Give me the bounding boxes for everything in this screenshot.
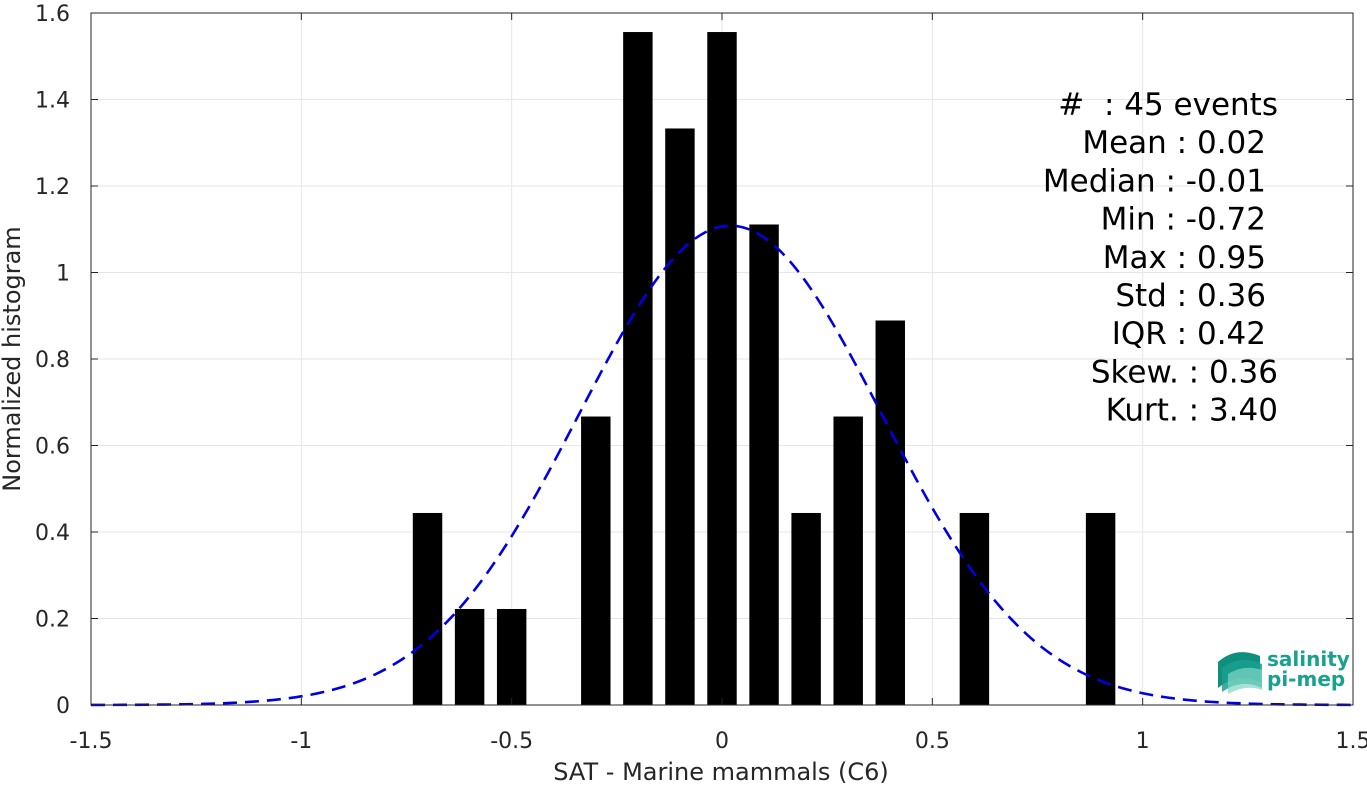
histogram-bar — [875, 320, 905, 705]
histogram-bar — [454, 608, 485, 705]
histogram-bar — [581, 416, 611, 705]
y-tick-label: 1.6 — [35, 2, 70, 27]
histogram-bar — [749, 224, 779, 705]
logo-line1: salinity — [1267, 647, 1350, 671]
y-tick-label: 0.6 — [35, 435, 70, 460]
stat-line: Mean : 0.02 — [1082, 125, 1266, 161]
x-axis-label: SAT - Marine mammals (C6) — [553, 758, 888, 785]
x-tick-label: 0 — [715, 729, 729, 754]
histogram-bars — [412, 32, 1116, 706]
y-tick-label: 0.2 — [35, 608, 70, 633]
y-tick-labels: 0 0.2 0.4 0.6 0.8 1 1.2 1.4 1.6 — [35, 2, 70, 719]
stat-line: Median : -0.01 — [1043, 163, 1266, 199]
x-tick-label: 1 — [1136, 729, 1150, 754]
x-tick-labels: -1.5 -1 -0.5 0 0.5 1 1.5 — [70, 729, 1367, 754]
stat-line: # : 45 events — [1058, 87, 1278, 123]
stat-line: IQR : 0.42 — [1112, 316, 1266, 352]
stat-line: Kurt. : 3.40 — [1106, 393, 1278, 429]
x-tick-label: 0.5 — [915, 729, 950, 754]
axis-ticks — [90, 12, 1354, 706]
logo-line2: pi-mep — [1267, 667, 1345, 691]
y-tick-label: 1 — [56, 262, 70, 287]
y-tick-label: 0.4 — [35, 521, 70, 546]
y-axis-label: Normalized histogram — [0, 226, 26, 491]
y-tick-label: 1.2 — [35, 175, 70, 200]
y-tick-label: 0 — [56, 694, 70, 719]
stat-line: Std : 0.36 — [1115, 278, 1266, 314]
normal-fit-curve — [90, 224, 1354, 707]
stat-line: Max : 0.95 — [1103, 240, 1266, 276]
histogram-bar — [665, 128, 695, 706]
histogram-bar — [833, 416, 863, 705]
stat-line: Skew. : 0.36 — [1091, 354, 1278, 390]
histogram-bar — [791, 512, 821, 705]
x-tick-label: -1.5 — [70, 729, 113, 754]
histogram-bar — [959, 512, 990, 705]
histogram-bar — [707, 32, 737, 705]
x-tick-label: 1.5 — [1336, 729, 1367, 754]
logo-mark-icon — [1218, 652, 1262, 694]
y-tick-label: 0.8 — [35, 348, 70, 373]
y-tick-label: 1.4 — [35, 89, 70, 114]
salinity-pi-mep-logo: salinity pi-mep — [1218, 647, 1350, 694]
x-tick-label: -0.5 — [490, 729, 533, 754]
x-tick-label: -1 — [290, 729, 312, 754]
histogram-bar — [1085, 512, 1116, 705]
histogram-bar — [623, 32, 653, 705]
histogram-bar — [412, 512, 443, 705]
stat-line: Min : -0.72 — [1101, 202, 1266, 238]
histogram-bar — [496, 608, 527, 705]
